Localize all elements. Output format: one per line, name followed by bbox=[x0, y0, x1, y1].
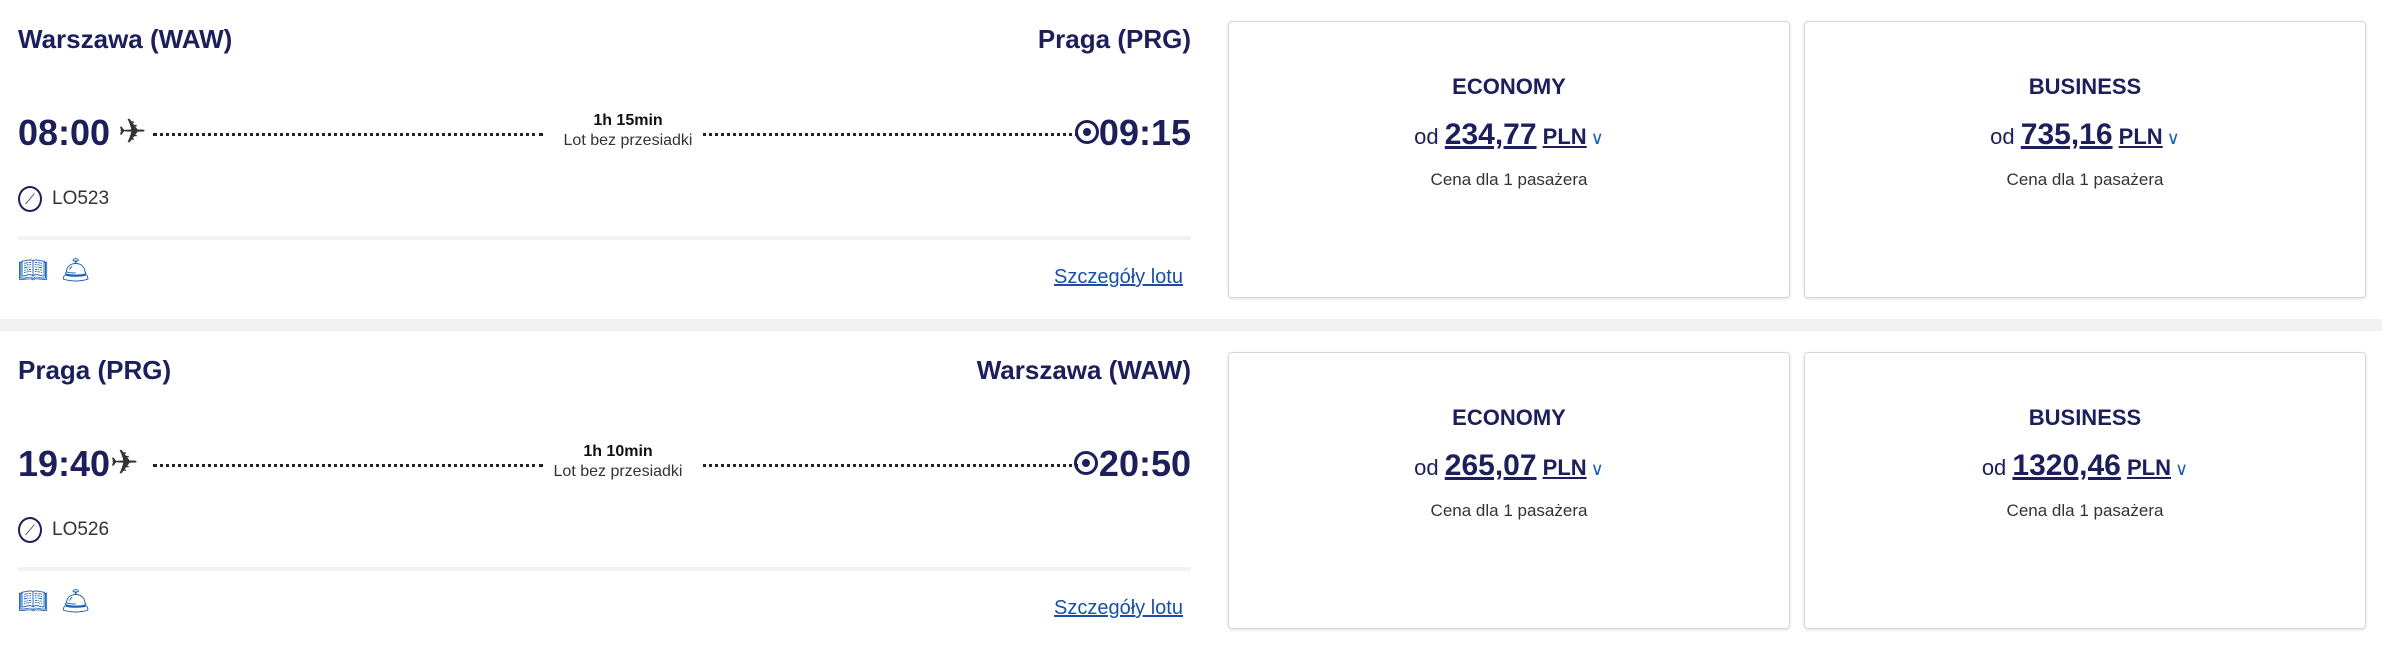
price-note: Cena dla 1 pasażera bbox=[2006, 170, 2164, 189]
flight-info: Praga (PRG) Warszawa (WAW) 19:40 ✈ 1h 10… bbox=[18, 331, 1191, 649]
fare-class: BUSINESS bbox=[2028, 405, 2142, 430]
duration-block: 1h 15min Lot bez przesiadki bbox=[528, 112, 728, 150]
chevron-down-icon[interactable]: ∨ bbox=[1590, 459, 1604, 479]
route-line bbox=[153, 133, 543, 136]
departure-time: 19:40 bbox=[18, 443, 111, 484]
price-amount[interactable]: 1320,46 bbox=[2012, 449, 2121, 482]
amenities: 📖︎ 🛎︎ bbox=[18, 587, 91, 616]
flight-number: ⟋ LO523 bbox=[18, 186, 109, 212]
price-amount[interactable]: 234,77 bbox=[1444, 118, 1537, 151]
chevron-down-icon[interactable]: ∨ bbox=[2175, 459, 2189, 479]
flight-number: ⟋ LO526 bbox=[18, 517, 109, 543]
menu-book-icon: 📖︎ bbox=[18, 257, 49, 284]
airline-logo-icon: ⟋ bbox=[18, 186, 42, 212]
departure-time: 08:00 bbox=[18, 112, 111, 153]
price-amount[interactable]: 735,16 bbox=[2020, 118, 2113, 151]
price-amount[interactable]: 265,07 bbox=[1444, 449, 1537, 482]
flight-info: Warszawa (WAW) Praga (PRG) 08:00 ✈ 1h 15… bbox=[18, 0, 1191, 318]
arrival-time: 20:50 bbox=[1098, 443, 1191, 484]
amenities: 📖︎ 🛎︎ bbox=[18, 256, 91, 285]
flight-row: Praga (PRG) Warszawa (WAW) 19:40 ✈ 1h 10… bbox=[0, 331, 2382, 649]
fare-price[interactable]: od 265,07 PLN ∨ bbox=[1229, 449, 1789, 483]
fare-class: ECONOMY bbox=[1452, 74, 1566, 99]
fare-price[interactable]: od 234,77 PLN ∨ bbox=[1229, 118, 1789, 152]
duration-block: 1h 10min Lot bez przesiadki bbox=[518, 443, 718, 481]
fare-card-economy[interactable]: ECONOMY od 265,07 PLN ∨ Cena dla 1 pasaże… bbox=[1228, 352, 1790, 629]
menu-book-icon: 📖︎ bbox=[18, 588, 49, 615]
flight-number-text: LO523 bbox=[52, 188, 110, 209]
meal-service-icon: 🛎︎ bbox=[60, 257, 91, 284]
fare-class: ECONOMY bbox=[1452, 405, 1566, 430]
price-prefix: od bbox=[1414, 455, 1439, 480]
price-note: Cena dla 1 pasażera bbox=[1430, 501, 1588, 520]
flight-details-link[interactable]: Szczegóły lotu bbox=[1054, 597, 1183, 619]
price-currency: PLN bbox=[1542, 124, 1587, 149]
route-line bbox=[703, 464, 1078, 467]
price-note: Cena dla 1 pasażera bbox=[2006, 501, 2164, 520]
price-currency: PLN bbox=[2127, 455, 2171, 480]
divider bbox=[18, 236, 1191, 240]
destination-city: Warszawa (WAW) bbox=[976, 355, 1191, 385]
price-note: Cena dla 1 pasażera bbox=[1430, 170, 1588, 189]
meal-service-icon: 🛎︎ bbox=[60, 588, 91, 615]
price-prefix: od bbox=[1981, 455, 2007, 480]
flight-row: Warszawa (WAW) Praga (PRG) 08:00 ✈ 1h 15… bbox=[0, 0, 2382, 318]
flight-details-link[interactable]: Szczegóły lotu bbox=[1054, 266, 1183, 288]
arrival-time: 09:15 bbox=[1098, 112, 1191, 153]
plane-icon: ✈ bbox=[118, 113, 147, 151]
stops: Lot bez przesiadki bbox=[553, 463, 683, 480]
price-currency: PLN bbox=[1542, 455, 1587, 480]
fare-card-business[interactable]: BUSINESS od 1320,46 PLN ∨ Cena dla 1 pasa… bbox=[1804, 352, 2366, 629]
chevron-down-icon[interactable]: ∨ bbox=[1590, 128, 1604, 148]
origin-city: Warszawa (WAW) bbox=[18, 24, 233, 54]
route-line bbox=[153, 464, 543, 467]
fare-price[interactable]: od 1320,46 PLN ∨ bbox=[1805, 449, 2365, 483]
plane-icon: ✈ bbox=[110, 444, 139, 482]
price-prefix: od bbox=[1990, 124, 2015, 149]
destination-city: Praga (PRG) bbox=[1037, 24, 1191, 54]
flight-number-text: LO526 bbox=[52, 519, 110, 540]
price-prefix: od bbox=[1414, 124, 1439, 149]
row-separator bbox=[0, 319, 2382, 331]
fare-class: BUSINESS bbox=[2028, 74, 2142, 99]
stops: Lot bez przesiadki bbox=[563, 132, 693, 149]
divider bbox=[18, 567, 1191, 571]
origin-city: Praga (PRG) bbox=[18, 355, 172, 385]
fare-card-economy[interactable]: ECONOMY od 234,77 PLN ∨ Cena dla 1 pasaże… bbox=[1228, 21, 1790, 298]
fare-card-business[interactable]: BUSINESS od 735,16 PLN ∨ Cena dla 1 pasaż… bbox=[1804, 21, 2366, 298]
duration: 1h 10min bbox=[583, 443, 653, 460]
destination-icon bbox=[1074, 451, 1098, 475]
chevron-down-icon[interactable]: ∨ bbox=[2166, 128, 2180, 148]
airline-logo-icon: ⟋ bbox=[18, 517, 42, 543]
destination-icon bbox=[1075, 120, 1099, 144]
price-currency: PLN bbox=[2118, 124, 2163, 149]
route-line bbox=[703, 133, 1078, 136]
duration: 1h 15min bbox=[593, 112, 663, 129]
fare-price[interactable]: od 735,16 PLN ∨ bbox=[1805, 118, 2365, 152]
